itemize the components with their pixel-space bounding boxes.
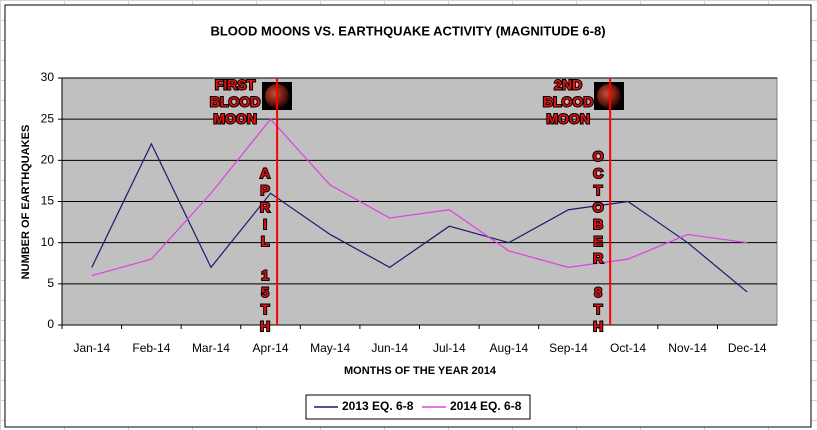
annotation-label: MOON — [546, 111, 590, 127]
annotation-date: APRIL 15TH — [257, 165, 273, 335]
y-tick-label: 0 — [47, 317, 54, 331]
y-tick-label: 20 — [41, 153, 55, 167]
y-tick-label: 15 — [41, 194, 55, 208]
legend — [305, 394, 531, 420]
annotation-label: 2ND — [554, 77, 582, 93]
annotation-label: BLOOD — [543, 94, 594, 110]
x-tick-label: Sep-14 — [549, 341, 588, 355]
series-line — [91, 142, 748, 293]
x-tick-label: Jun-14 — [371, 341, 408, 355]
y-tick-label: 10 — [41, 235, 55, 249]
x-tick-label: Nov-14 — [668, 341, 707, 355]
x-tick-label: Aug-14 — [490, 341, 529, 355]
annotation-label: FIRST — [215, 77, 256, 93]
legend-label: 2014 EQ. 6-8 — [450, 399, 522, 413]
x-tick-label: Apr-14 — [253, 341, 289, 355]
annotation-label: MOON — [213, 111, 257, 127]
y-tick-label: 25 — [41, 111, 55, 125]
y-tick-label: 30 — [41, 70, 55, 84]
x-tick-label: Mar-14 — [192, 341, 230, 355]
x-tick-label: Oct-14 — [610, 341, 646, 355]
series-line — [91, 118, 748, 277]
x-axis-label: MONTHS OF THE YEAR 2014 — [344, 365, 497, 377]
x-tick-label: Feb-14 — [132, 341, 170, 355]
x-tick-label: Dec-14 — [728, 341, 767, 355]
annotation-date: OCTOBER 8TH — [590, 148, 606, 335]
y-axis-label: NUMBER OF EARTHQUAKES — [20, 125, 32, 280]
annotation-label: BLOOD — [210, 94, 261, 110]
chart-title: BLOOD MOONS VS. EARTHQUAKE ACTIVITY (MAG… — [210, 23, 605, 38]
y-tick-label: 5 — [47, 276, 54, 290]
x-tick-label: May-14 — [310, 341, 350, 355]
x-tick-label: Jan-14 — [73, 341, 110, 355]
legend-label: 2013 EQ. 6-8 — [342, 399, 414, 413]
x-tick-label: Jul-14 — [433, 341, 466, 355]
moon-icon — [597, 84, 621, 108]
